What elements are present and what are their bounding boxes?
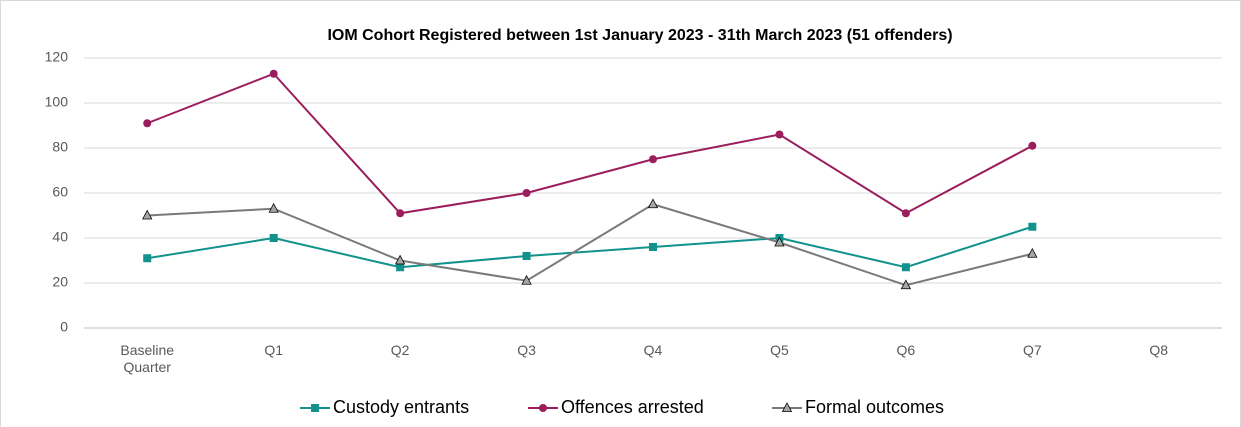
marker bbox=[1028, 222, 1037, 231]
marker bbox=[268, 202, 279, 213]
marker bbox=[900, 279, 912, 290]
x-tick-label: Q4 bbox=[643, 342, 663, 358]
marker bbox=[775, 130, 784, 139]
marker bbox=[269, 234, 278, 242]
x-tick-label: Q5 bbox=[770, 342, 789, 358]
legend-label: Formal outcomes bbox=[805, 397, 944, 417]
marker bbox=[649, 243, 657, 251]
series-line bbox=[147, 203, 1033, 287]
marker bbox=[901, 209, 910, 218]
x-tick-label: Q7 bbox=[1022, 342, 1042, 358]
marker bbox=[396, 263, 405, 272]
marker bbox=[522, 189, 531, 197]
marker bbox=[521, 274, 532, 285]
x-tick-label: Q8 bbox=[1149, 342, 1169, 358]
y-tick-label: 100 bbox=[45, 94, 69, 110]
x-tick-label: Q1 bbox=[264, 342, 283, 358]
marker bbox=[539, 404, 547, 412]
y-tick-label: 80 bbox=[52, 139, 68, 155]
marker bbox=[774, 236, 785, 247]
y-tick-label: 0 bbox=[60, 319, 68, 335]
marker bbox=[396, 209, 405, 218]
marker bbox=[394, 254, 406, 265]
marker bbox=[143, 119, 152, 128]
marker bbox=[269, 69, 278, 78]
y-tick-label: 20 bbox=[52, 274, 68, 290]
marker bbox=[522, 252, 531, 260]
legend-label: Custody entrants bbox=[333, 397, 469, 417]
marker bbox=[142, 209, 153, 220]
marker bbox=[1028, 141, 1037, 150]
series-line bbox=[146, 72, 1033, 215]
legend-label: Offences arrested bbox=[561, 397, 704, 417]
x-tick-label: Q3 bbox=[517, 342, 536, 358]
series-line bbox=[147, 225, 1033, 269]
marker bbox=[901, 263, 910, 272]
marker bbox=[781, 402, 793, 412]
marker bbox=[647, 198, 659, 209]
x-tick-label: Q6 bbox=[896, 342, 916, 358]
y-tick-label: 40 bbox=[52, 229, 68, 245]
marker bbox=[649, 155, 657, 164]
x-tick-label: Q2 bbox=[390, 342, 410, 358]
marker bbox=[143, 254, 152, 263]
y-tick-label: 120 bbox=[45, 49, 69, 65]
x-tick-label: Baseline Quarter bbox=[120, 342, 175, 375]
y-tick-label: 60 bbox=[52, 184, 68, 200]
chart-title: IOM Cohort Registered between 1st Januar… bbox=[327, 27, 952, 44]
marker bbox=[1027, 247, 1038, 258]
marker bbox=[311, 404, 319, 412]
